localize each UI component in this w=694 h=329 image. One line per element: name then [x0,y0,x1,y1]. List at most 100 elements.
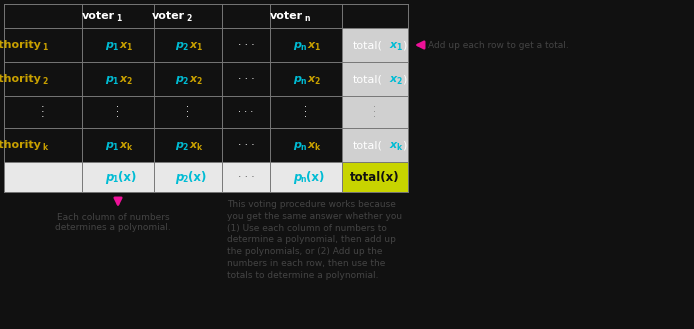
Text: voter: voter [152,11,185,21]
Text: 2: 2 [182,143,187,152]
Text: ·: · [117,112,119,122]
Text: n: n [304,14,310,23]
Bar [342,162,408,192]
Text: x: x [307,74,314,84]
Text: p: p [105,40,113,50]
Text: ·: · [41,107,45,117]
Text: p: p [293,140,301,150]
Text: 2: 2 [182,77,187,86]
Text: p: p [105,170,113,184]
Bar [342,62,408,96]
Text: · · ·: · · · [237,40,254,50]
Bar [4,162,342,192]
Text: ·: · [117,107,119,117]
Text: 1: 1 [196,43,201,52]
Text: x: x [119,40,126,50]
Text: authority: authority [0,40,41,50]
Text: ·: · [305,112,307,122]
Text: x: x [307,140,314,150]
Text: x: x [389,40,396,50]
Text: total(: total( [353,140,383,150]
Bar [342,128,408,162]
Text: ): ) [402,140,407,150]
Text: ·: · [187,102,189,112]
Text: authority: authority [0,74,41,84]
Text: ·: · [117,102,119,112]
Text: k: k [396,143,401,152]
Text: 1: 1 [112,77,117,86]
Text: voter: voter [270,11,303,21]
Text: ·: · [305,107,307,117]
Text: · · ·: · · · [237,172,254,182]
Text: p: p [175,40,183,50]
Text: n: n [300,143,305,152]
Text: x: x [119,140,126,150]
Text: (x): (x) [306,170,324,184]
Text: x: x [189,140,196,150]
Text: 2: 2 [182,175,187,184]
Text: ): ) [402,74,407,84]
Text: · · ·: · · · [237,74,254,84]
Text: ·: · [41,102,45,112]
Text: · · ·: · · · [238,107,253,117]
Text: ·: · [373,102,377,112]
Text: ·: · [187,107,189,117]
Text: p: p [105,140,113,150]
Text: 2: 2 [396,77,401,86]
Text: ·: · [305,102,307,112]
Text: k: k [314,143,319,152]
Text: Each column of numbers
determines a polynomial.: Each column of numbers determines a poly… [55,213,171,232]
Text: 1: 1 [126,43,131,52]
Text: k: k [196,143,201,152]
Text: n: n [300,43,305,52]
Text: 1: 1 [396,43,401,52]
Text: ): ) [402,40,407,50]
Text: p: p [175,170,183,184]
Text: (x): (x) [188,170,206,184]
Text: p: p [293,40,301,50]
Text: p: p [175,74,183,84]
Text: ·: · [373,112,377,122]
Text: x: x [119,74,126,84]
Text: 1: 1 [42,43,47,52]
Text: 1: 1 [314,43,319,52]
Text: ·: · [41,112,45,122]
Text: p: p [293,170,301,184]
Text: (x): (x) [118,170,137,184]
Text: 2: 2 [182,43,187,52]
Text: 2: 2 [186,14,192,23]
Text: 2: 2 [126,77,131,86]
Text: k: k [42,143,47,152]
Text: k: k [126,143,131,152]
Text: 1: 1 [112,143,117,152]
Bar [4,4,342,192]
Text: p: p [293,74,301,84]
Bar [342,96,408,128]
Text: n: n [300,175,305,184]
Text: total(x): total(x) [350,170,400,184]
Text: 1: 1 [112,175,117,184]
Text: x: x [307,40,314,50]
Text: voter: voter [82,11,115,21]
Bar [342,28,408,62]
Text: This voting procedure works because
you get the same answer whether you
(1) Use : This voting procedure works because you … [227,200,402,280]
Text: x: x [189,74,196,84]
Text: p: p [175,140,183,150]
Text: 2: 2 [314,77,319,86]
Text: x: x [389,74,396,84]
Text: 2: 2 [42,77,47,86]
Text: n: n [300,77,305,86]
Text: · · ·: · · · [237,140,254,150]
Text: authority: authority [0,140,41,150]
Text: 1: 1 [112,43,117,52]
Text: 1: 1 [116,14,121,23]
Text: total(: total( [353,74,383,84]
Text: 2: 2 [196,77,201,86]
Text: x: x [389,140,396,150]
Text: x: x [189,40,196,50]
Bar [342,4,408,28]
Text: Add up each row to get a total.: Add up each row to get a total. [428,40,569,49]
Text: ·: · [187,112,189,122]
Text: total(: total( [353,40,383,50]
Text: p: p [105,74,113,84]
